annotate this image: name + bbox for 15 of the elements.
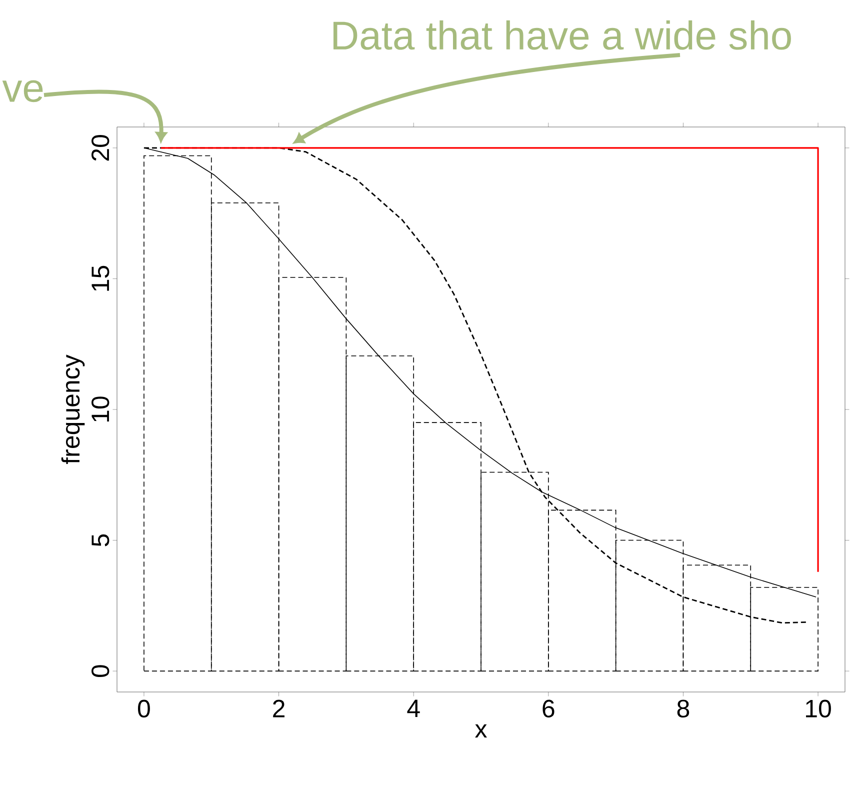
annotation: Data that have a wide sho xyxy=(333,20,791,50)
x-tick-label: 6 xyxy=(542,700,554,718)
text: ve xyxy=(2,80,43,102)
x-tick-label: 2 xyxy=(273,700,284,718)
y-tick-label: 5 xyxy=(92,534,110,546)
x-tick-label: 8 xyxy=(677,700,690,718)
x-axis-title: x xyxy=(475,724,487,738)
y-axis-title: frequency xyxy=(61,354,85,464)
x-tick-label: 0 xyxy=(138,700,150,718)
y-tick-label: 15 xyxy=(92,266,110,291)
x-tick-label: 4 xyxy=(407,700,420,717)
y-tick-label: 0 xyxy=(92,665,110,678)
y-tick-label: 20 xyxy=(92,135,110,161)
x-tick-label: 10 xyxy=(806,700,831,718)
y-tick-label: 10 xyxy=(92,396,110,422)
